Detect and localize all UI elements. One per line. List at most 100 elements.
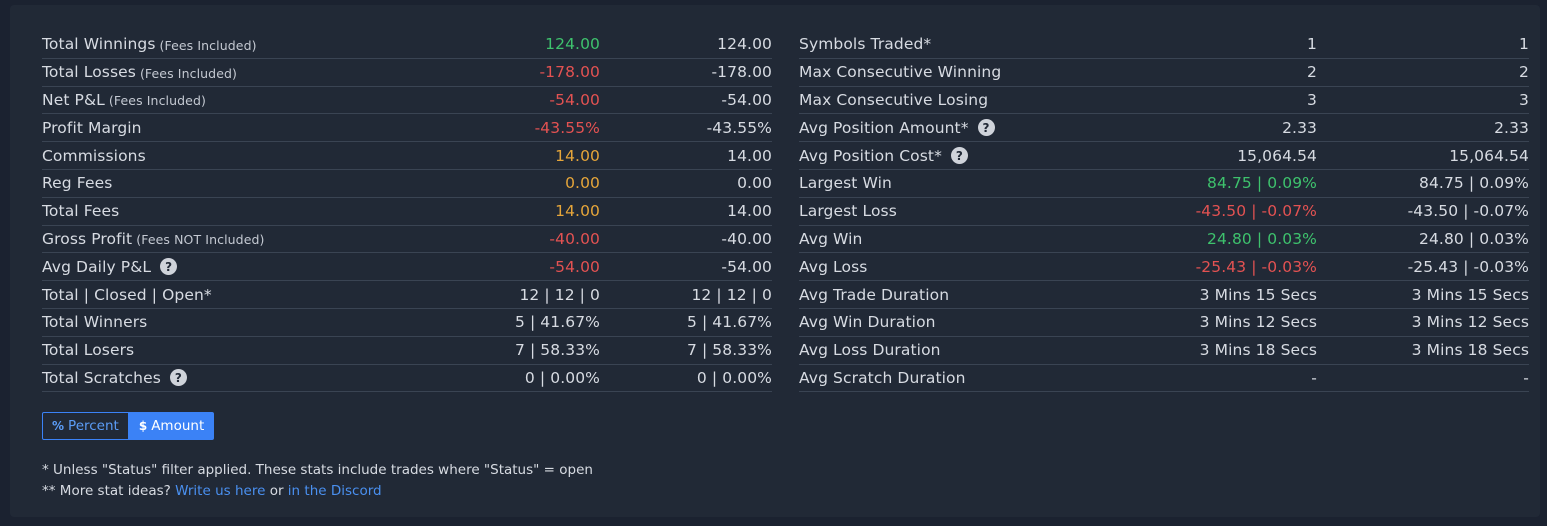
stat-value-total: -54.00 bbox=[721, 257, 772, 276]
help-icon[interactable]: ? bbox=[977, 119, 995, 137]
stat-label-text: Total Fees bbox=[42, 202, 120, 221]
stat-label-text: Avg Daily P&L bbox=[42, 257, 152, 276]
stat-label: Avg Win Duration bbox=[799, 313, 936, 331]
stat-value-filtered: -178.00 bbox=[539, 63, 600, 82]
stat-label-text: Symbols Traded* bbox=[799, 35, 932, 54]
stats-table-right: Symbols Traded* 1 1 Max Consecutive Winning… bbox=[799, 31, 1529, 393]
stat-label-text: Total Losses bbox=[42, 63, 136, 82]
stat-label-text: Largest Win bbox=[799, 174, 892, 193]
stat-value-total: 3 Mins 12 Secs bbox=[1411, 313, 1529, 332]
stat-row: Total Losses (Fees Included) -178.00 -178.0… bbox=[42, 59, 772, 87]
amount-toggle-button[interactable]: $ Amount bbox=[128, 412, 215, 440]
stat-label-text: Max Consecutive Losing bbox=[799, 90, 989, 109]
stat-label: Largest Loss bbox=[799, 202, 897, 220]
stat-row: Total Fees 14.00 14.00 bbox=[42, 198, 772, 226]
stat-label-text: Reg Fees bbox=[42, 174, 113, 193]
stat-label-note: (Fees Included) bbox=[108, 93, 206, 109]
stat-value-filtered: - bbox=[1311, 368, 1317, 387]
stat-value-total: 3 Mins 18 Secs bbox=[1411, 341, 1529, 360]
stat-row: Total Winners 5 | 41.67% 5 | 41.67% bbox=[42, 309, 772, 337]
stat-label-text: Net P&L bbox=[42, 90, 105, 109]
stat-label: Total Scratches? bbox=[42, 369, 187, 387]
stat-label: Total | Closed | Open* bbox=[42, 286, 212, 304]
stat-label: Max Consecutive Winning bbox=[799, 63, 1001, 81]
stat-value-total: 14.00 bbox=[727, 146, 772, 165]
stat-row: Gross Profit (Fees NOT Included) -40.00 -40… bbox=[42, 226, 772, 254]
stat-label: Avg Position Cost*? bbox=[799, 147, 968, 165]
stat-label: Avg Trade Duration bbox=[799, 286, 949, 304]
stat-row: Max Consecutive Losing 3 3 bbox=[799, 87, 1529, 115]
stat-label: Total Winnings (Fees Included) bbox=[42, 35, 257, 53]
stat-value-total: 12 | 12 | 0 bbox=[691, 285, 772, 304]
stat-label-text: Avg Position Cost* bbox=[799, 146, 942, 165]
stat-value-filtered: 3 Mins 18 Secs bbox=[1199, 341, 1317, 360]
stat-value-filtered: -43.55% bbox=[534, 118, 600, 137]
stat-value-total: -178.00 bbox=[711, 63, 772, 82]
stat-value-total: 2 bbox=[1519, 63, 1529, 82]
footnote-ideas: ** More stat ideas? Write us here or in … bbox=[42, 481, 593, 502]
stat-row: Total Winnings (Fees Included) 124.00 124.0… bbox=[42, 31, 772, 59]
stat-label: Avg Scratch Duration bbox=[799, 369, 966, 387]
stat-row: Avg Position Cost*? 15,064.54 15,064.54 bbox=[799, 142, 1529, 170]
stat-value-filtered: 24.80 | 0.03% bbox=[1207, 229, 1317, 248]
stat-label-text: Total | Closed | Open* bbox=[42, 285, 212, 304]
stat-label-text: Commissions bbox=[42, 146, 146, 165]
help-icon[interactable]: ? bbox=[160, 258, 178, 276]
stat-row: Avg Win 24.80 | 0.03% 24.80 | 0.03% bbox=[799, 226, 1529, 254]
stat-value-filtered: 84.75 | 0.09% bbox=[1207, 174, 1317, 193]
stat-value-filtered: 14.00 bbox=[555, 146, 600, 165]
stat-row: Reg Fees 0.00 0.00 bbox=[42, 170, 772, 198]
stat-value-filtered: -40.00 bbox=[549, 229, 600, 248]
help-icon[interactable]: ? bbox=[169, 369, 187, 387]
stat-label: Commissions bbox=[42, 147, 146, 165]
footnotes: * Unless "Status" filter applied. These … bbox=[42, 460, 593, 502]
stat-value-filtered: -54.00 bbox=[549, 257, 600, 276]
percent-label: Percent bbox=[68, 418, 119, 434]
stat-value-total: 15,064.54 bbox=[1449, 146, 1529, 165]
stat-value-filtered: -25.43 | -0.03% bbox=[1195, 257, 1317, 276]
stat-label: Avg Daily P&L? bbox=[42, 257, 178, 276]
percent-toggle-button[interactable]: % Percent bbox=[42, 412, 129, 440]
discord-link[interactable]: in the Discord bbox=[287, 483, 382, 499]
stat-label: Total Losses (Fees Included) bbox=[42, 63, 237, 81]
stat-label-text: Total Winners bbox=[42, 313, 148, 332]
stat-label-text: Avg Win bbox=[799, 229, 863, 248]
stat-label: Gross Profit (Fees NOT Included) bbox=[42, 230, 265, 248]
stat-label-note: (Fees Included) bbox=[159, 37, 257, 53]
amount-label: Amount bbox=[151, 418, 205, 434]
stat-row: Max Consecutive Winning 2 2 bbox=[799, 59, 1529, 87]
stat-label: Largest Win bbox=[799, 174, 892, 192]
stat-row: Net P&L (Fees Included) -54.00 -54.00 bbox=[42, 87, 772, 115]
stat-label-text: Largest Loss bbox=[799, 202, 897, 221]
stat-value-filtered: 1 bbox=[1307, 35, 1317, 54]
stat-value-filtered: 0 | 0.00% bbox=[524, 368, 600, 387]
stat-value-total: 3 bbox=[1519, 90, 1529, 109]
stat-value-filtered: 0.00 bbox=[565, 174, 600, 193]
stat-row: Profit Margin -43.55% -43.55% bbox=[42, 114, 772, 143]
stats-panel: Total Winnings (Fees Included) 124.00 124.0… bbox=[10, 5, 1540, 517]
stat-label: Reg Fees bbox=[42, 174, 112, 192]
stat-value-filtered: 2.33 bbox=[1282, 118, 1317, 137]
stat-value-total: 7 | 58.33% bbox=[686, 341, 772, 360]
stat-label-note: (Fees NOT Included) bbox=[136, 232, 265, 248]
stats-table-left: Total Winnings (Fees Included) 124.00 124.0… bbox=[42, 31, 772, 393]
stat-value-filtered: 12 | 12 | 0 bbox=[519, 285, 600, 304]
stat-value-total: 124.00 bbox=[717, 35, 772, 54]
stat-label: Avg Loss Duration bbox=[799, 341, 941, 359]
stat-label: Total Winners bbox=[42, 313, 147, 331]
help-icon[interactable]: ? bbox=[950, 147, 968, 165]
stat-value-filtered: 15,064.54 bbox=[1237, 146, 1317, 165]
footnote-or: or bbox=[269, 483, 284, 499]
stat-value-total: 14.00 bbox=[727, 202, 772, 221]
stat-label-text: Avg Trade Duration bbox=[799, 285, 950, 304]
stat-label: Profit Margin bbox=[42, 119, 142, 137]
stat-row: Commissions 14.00 14.00 bbox=[42, 142, 772, 170]
stat-label: Symbols Traded* bbox=[799, 35, 931, 53]
stat-label: Avg Win bbox=[799, 230, 862, 248]
stat-label: Avg Loss bbox=[799, 258, 867, 276]
stat-value-total: 84.75 | 0.09% bbox=[1419, 174, 1529, 193]
stat-row: Avg Win Duration 3 Mins 12 Secs 3 Mins 12 … bbox=[799, 309, 1529, 337]
stat-row: Avg Loss Duration 3 Mins 18 Secs 3 Mins 18… bbox=[799, 337, 1529, 365]
write-us-link[interactable]: Write us here bbox=[175, 483, 266, 499]
dollar-icon: $ bbox=[138, 419, 148, 433]
